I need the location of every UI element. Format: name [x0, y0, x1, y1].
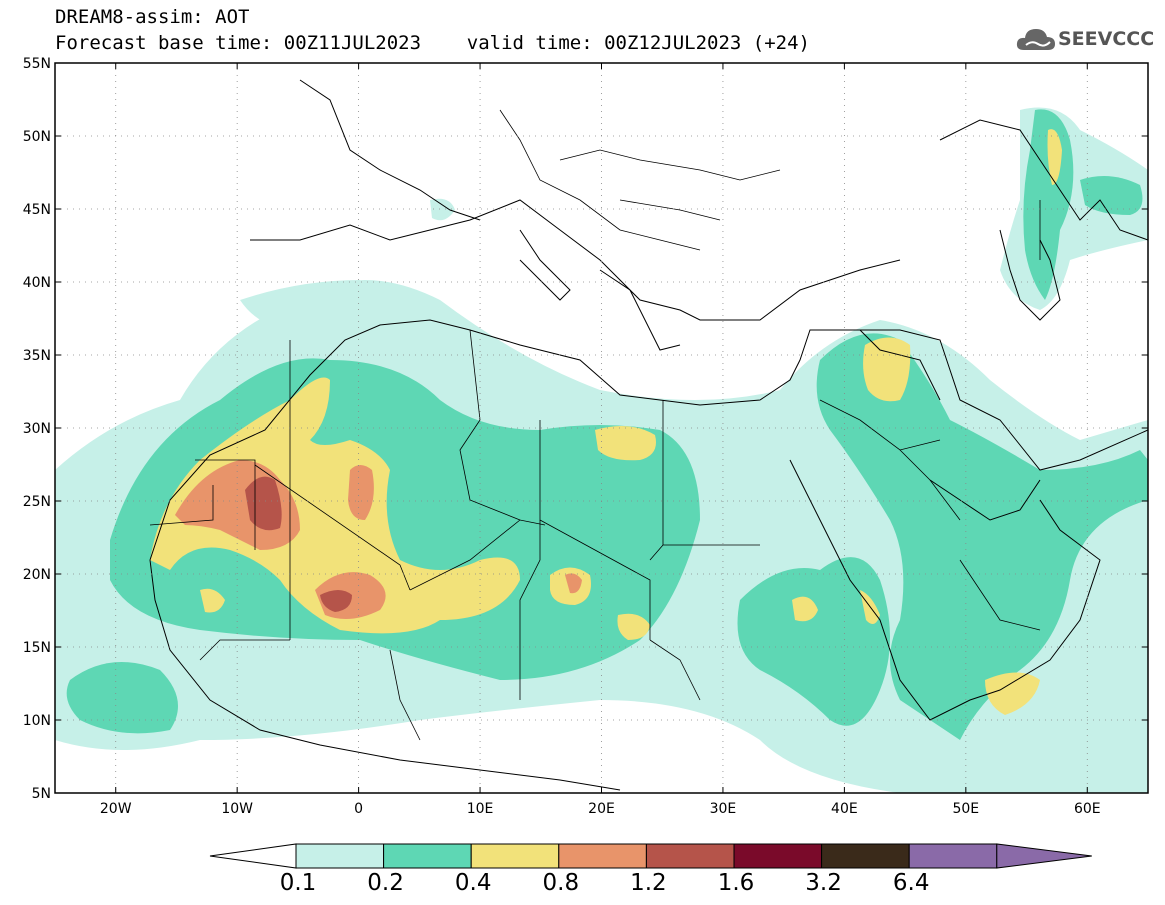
lon-label: 10W: [221, 801, 253, 817]
lat-label: 45N: [23, 202, 51, 218]
latitude-axis: 5N 10N 15N 20N 25N 30N 35N 40N 45N 50N 55N: [23, 56, 1148, 802]
colorbar: 0.1 0.2 0.4 0.8 1.2 1.6 3.2 6.4: [209, 843, 1092, 896]
colorbar-label: 0.2: [367, 870, 404, 896]
lon-label: 60E: [1074, 801, 1101, 817]
lon-label: 20E: [588, 801, 615, 817]
colorbar-swatch: [383, 843, 472, 869]
lat-label: 10N: [23, 713, 51, 729]
lat-label: 5N: [32, 786, 51, 802]
longitude-axis: 20W 10W 0 10E 20E 30E 40E 50E 60E: [100, 63, 1101, 817]
borders: [149, 109, 1041, 741]
colorbar-swatch: [821, 843, 910, 869]
logo-text: SEEVCCC: [1058, 28, 1155, 50]
lon-label: 10E: [467, 801, 494, 817]
lat-label: 50N: [23, 129, 51, 145]
colorbar-label: 1.6: [718, 870, 755, 896]
map-title: DREAM8-assim: AOT: [55, 6, 250, 28]
colorbar-swatch: [733, 843, 823, 869]
colorbar-label: 0.8: [543, 870, 580, 896]
colorbar-label: 6.4: [893, 870, 930, 896]
colorbar-under-arrow: [209, 843, 297, 869]
seevccc-logo: SEEVCCC: [1016, 24, 1155, 58]
lon-label: 50E: [952, 801, 979, 817]
colorbar-swatch: [908, 843, 998, 869]
colorbar-swatch: [645, 843, 735, 869]
colorbar-label: 3.2: [805, 870, 842, 896]
coastlines: [149, 79, 1148, 791]
forecast-times: Forecast base time: 00Z11JUL2023 valid t…: [55, 32, 810, 54]
gridlines: [55, 63, 1148, 793]
colorbar-label: 0.4: [455, 870, 492, 896]
lat-label: 20N: [23, 567, 51, 583]
lon-label: 20W: [100, 801, 132, 817]
lat-label: 15N: [23, 640, 51, 656]
aot-level-0-2: [66, 109, 1148, 740]
colorbar-label: 1.2: [630, 870, 667, 896]
lat-label: 35N: [23, 348, 51, 364]
lon-label: 0: [354, 801, 363, 817]
colorbar-over-arrow: [996, 843, 1092, 869]
aot-level-1-2: [245, 476, 352, 612]
colorbar-label: 0.1: [280, 870, 317, 896]
lat-label: 55N: [23, 56, 51, 72]
lon-label: 30E: [710, 801, 737, 817]
aot-field: [55, 107, 1148, 793]
lat-label: 40N: [23, 275, 51, 291]
lat-label: 30N: [23, 421, 51, 437]
colorbar-swatch: [558, 843, 647, 869]
lon-label: 40E: [831, 801, 858, 817]
cloud-icon: [1016, 29, 1055, 50]
lat-label: 25N: [23, 494, 51, 510]
colorbar-swatch: [295, 843, 385, 869]
colorbar-swatch: [470, 843, 560, 869]
